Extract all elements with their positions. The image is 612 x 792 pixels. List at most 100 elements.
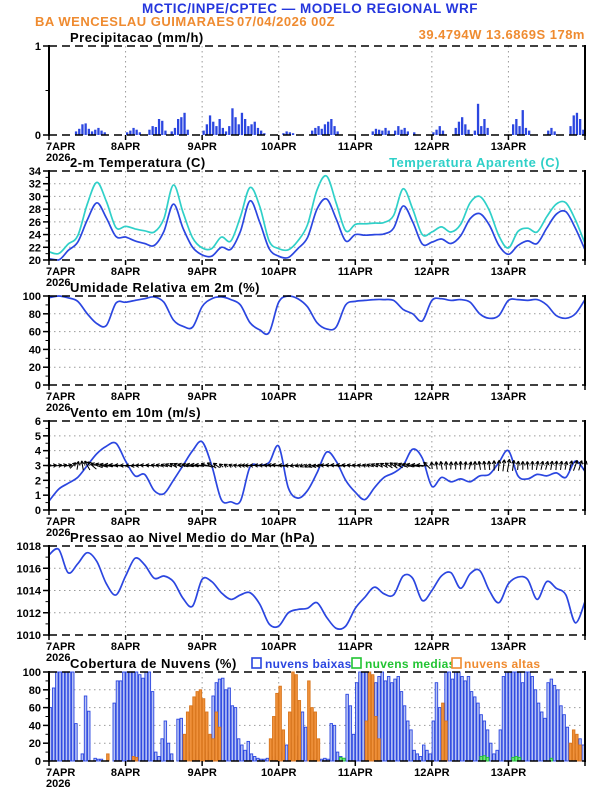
low-cloud-bar xyxy=(252,756,257,762)
precip-bar xyxy=(205,124,208,135)
high-cloud-bar xyxy=(370,674,375,762)
low-cloud-bar xyxy=(520,682,525,762)
high-cloud-bar xyxy=(198,689,203,762)
x-tick-label: 9APR xyxy=(187,641,216,653)
precip-bar xyxy=(397,126,400,135)
low-cloud-bar xyxy=(246,740,250,762)
low-cloud-bar xyxy=(546,682,550,762)
low-cloud-bar xyxy=(169,753,174,762)
precip-bar xyxy=(180,117,183,135)
low-cloud-bar xyxy=(345,693,349,762)
high-cloud-bar xyxy=(214,711,219,762)
wind-arrow xyxy=(150,463,158,468)
x-tick-label: 8APR xyxy=(111,266,140,278)
apparent-temperature-title: Temperatura Aparente (C) xyxy=(389,155,560,170)
precip-bar xyxy=(476,103,480,135)
x-tick-label: 7APR xyxy=(46,516,75,528)
run-datetime: 07/04/2026 00Z xyxy=(237,14,335,29)
x-year-label: 2026 xyxy=(46,652,70,664)
high-cloud-bar xyxy=(374,716,378,762)
high-cloud-bar xyxy=(313,711,317,762)
precip-bar xyxy=(336,131,339,135)
wind-arrow xyxy=(84,460,91,471)
low-cloud-bar xyxy=(51,687,56,762)
humidity-title: Umidade Relativa em 2m (%) xyxy=(70,280,260,295)
low-cloud-bar xyxy=(393,678,397,762)
low-cloud-bar xyxy=(536,702,541,762)
precip-bar xyxy=(253,121,256,135)
x-tick-label: 11APR xyxy=(338,391,373,403)
y-tick-label: 20 xyxy=(29,362,41,374)
high-cloud-bar xyxy=(192,696,196,762)
low-cloud-bar xyxy=(533,689,538,762)
x-tick-label: 7APR xyxy=(46,141,75,153)
precip-bar xyxy=(438,126,441,135)
low-cloud-bar xyxy=(224,689,228,762)
precip-bar xyxy=(582,129,585,135)
low-cloud-bar xyxy=(457,671,461,762)
low-cloud-bar xyxy=(540,711,544,762)
wind-arrow xyxy=(563,460,569,470)
low-cloud-bar xyxy=(489,742,493,762)
precip-bar xyxy=(384,127,387,135)
low-cloud-bar xyxy=(115,680,120,762)
wind-arrow xyxy=(335,463,346,468)
wind-arrow xyxy=(200,462,213,468)
low-cloud-bar xyxy=(131,671,136,762)
x-tick-label: 10APR xyxy=(261,391,297,403)
low-cloud-bar xyxy=(508,671,512,762)
low-cloud-bar xyxy=(179,717,183,762)
x-tick-label: 13APR xyxy=(491,266,527,278)
x-tick-label: 8APR xyxy=(111,516,140,528)
low-cloud-bar xyxy=(61,671,65,762)
low-cloud-bar xyxy=(504,671,509,762)
y-tick-label: 28 xyxy=(29,204,41,216)
wind-arrow xyxy=(362,463,368,468)
low-cloud-bar xyxy=(524,671,528,762)
wind-arrow xyxy=(477,460,482,470)
wind-arrow xyxy=(520,460,526,470)
x-tick-label: 7APR xyxy=(46,767,75,779)
precip-bar xyxy=(467,129,470,135)
low-cloud-bar xyxy=(150,691,155,762)
y-tick-label: 100 xyxy=(23,667,41,679)
wind-arrow xyxy=(540,460,545,470)
precip-bar xyxy=(435,129,438,135)
high-cloud-bar xyxy=(268,738,273,762)
low-cloud-bar xyxy=(335,751,340,762)
low-cloud-bar xyxy=(160,738,164,762)
precip-bar xyxy=(84,123,87,135)
wind-arrow xyxy=(578,460,584,471)
precip-bar xyxy=(90,131,94,135)
x-tick-label: 10APR xyxy=(261,641,297,653)
wind-arrow xyxy=(515,460,521,470)
precip-bar xyxy=(256,127,260,135)
low-cloud-bar xyxy=(412,749,416,762)
y-tick-label: 3 xyxy=(35,461,41,473)
low-cloud-bar xyxy=(163,720,168,762)
high-cloud-bar xyxy=(275,692,279,762)
wind-arrow xyxy=(423,461,431,470)
precip-bar xyxy=(135,129,138,135)
low-cloud-bar xyxy=(422,744,426,762)
precip-bar xyxy=(164,130,167,135)
x-tick-label: 10APR xyxy=(261,767,297,779)
low-cloud-bar xyxy=(463,680,467,762)
cloud-cover-title: Cobertura de Nuvens (%) xyxy=(70,656,237,671)
high-cloud-bar xyxy=(377,738,381,762)
low-cloud-bar xyxy=(390,682,394,762)
wind-arrow xyxy=(228,463,234,468)
y-tick-label: 1014 xyxy=(17,586,42,598)
precip-bar xyxy=(94,129,97,135)
low-cloud-bar xyxy=(402,705,407,762)
low-cloud-bar xyxy=(447,671,451,762)
precip-bar xyxy=(81,124,84,135)
wind-arrow xyxy=(554,460,559,471)
precip-bar xyxy=(234,117,237,135)
series-line xyxy=(48,295,586,336)
wind-arrow xyxy=(393,462,403,469)
